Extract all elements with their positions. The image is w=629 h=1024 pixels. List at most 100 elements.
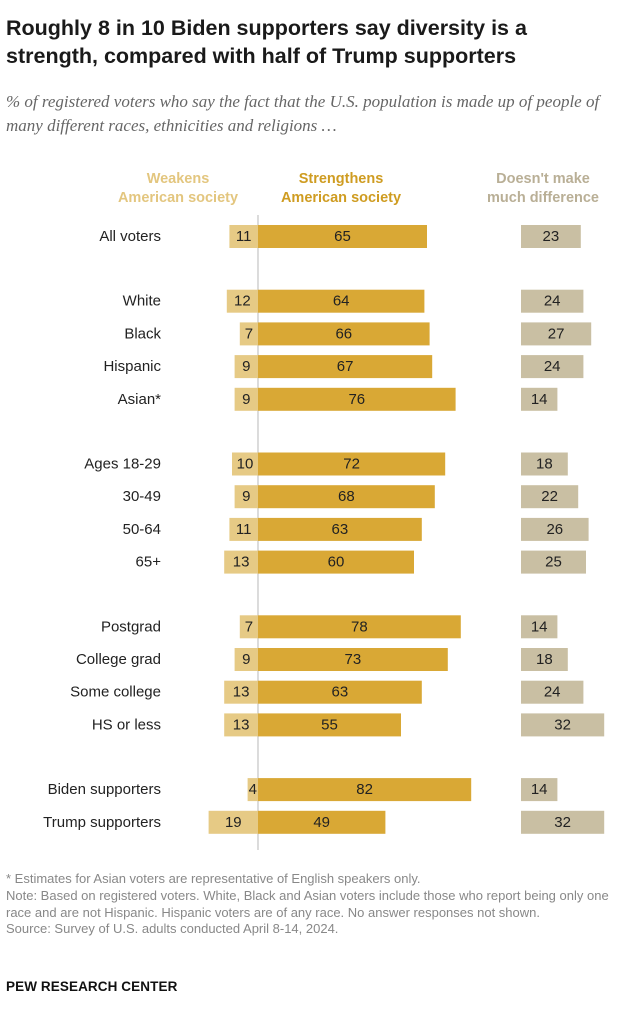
bar-weakens-black	[239, 322, 258, 346]
bar-strengthens-asian	[258, 387, 456, 411]
label-no-difference-some-college: 24	[544, 684, 561, 701]
label-no-difference-college-grad: 18	[536, 651, 553, 668]
label-strengthens-hs-or-less: 55	[321, 716, 338, 733]
diversity-bar-chart: All voters 11 65 23 White 12 64 24 Black 7 66 27 His…	[43, 215, 605, 850]
bar-weakens-white	[226, 289, 258, 313]
label-no-difference-asian: 14	[531, 391, 548, 408]
label-no-difference-hispanic: 24	[544, 358, 561, 375]
bar-no-difference-biden-supporters	[521, 778, 558, 802]
category-label-ages-18-29: Ages 18-29	[84, 456, 161, 473]
label-strengthens-65: 60	[328, 554, 345, 571]
bar-no-difference-65	[521, 550, 586, 574]
column-header-weakens-line1: Weakens	[146, 171, 210, 187]
bar-weakens-50-64	[229, 517, 258, 541]
label-no-difference-50-64: 26	[546, 521, 563, 538]
footnotes: * Estimates for Asian voters are represe…	[6, 871, 621, 938]
bar-no-difference-college-grad	[521, 648, 568, 671]
category-label-50-64: 50-64	[123, 521, 161, 538]
bar-strengthens-college-grad	[258, 648, 448, 671]
bar-no-difference-asian	[521, 387, 558, 411]
label-strengthens-trump-supporters: 49	[313, 814, 330, 831]
label-weakens-30-49: 9	[242, 488, 250, 505]
bar-weakens-college-grad	[234, 648, 258, 671]
chart-title: Roughly 8 in 10 Biden supporters say div…	[6, 16, 527, 68]
label-weakens-65: 13	[233, 554, 250, 571]
category-label-trump-supporters: Trump supporters	[43, 814, 161, 831]
bar-strengthens-some-college	[258, 680, 422, 704]
bar-weakens-all-voters	[229, 225, 258, 248]
category-label-30-49: 30-49	[123, 488, 161, 505]
label-weakens-trump-supporters: 19	[225, 814, 242, 831]
label-weakens-hispanic: 9	[242, 358, 250, 375]
column-header-strengthens-line2: American society	[280, 190, 402, 206]
bar-strengthens-postgrad	[258, 615, 461, 639]
bar-no-difference-postgrad	[521, 615, 558, 639]
bar-strengthens-65	[258, 550, 414, 574]
category-label-black: Black	[124, 325, 161, 342]
footnote-source: Source: Survey of U.S. adults conducted …	[6, 921, 339, 937]
bar-weakens-trump-supporters	[208, 810, 258, 834]
label-weakens-hs-or-less: 13	[233, 716, 250, 733]
label-strengthens-some-college: 63	[332, 684, 349, 701]
label-strengthens-50-64: 63	[332, 521, 349, 538]
bar-strengthens-trump-supporters	[258, 810, 386, 834]
bar-weakens-65	[224, 550, 258, 574]
category-label-biden-supporters: Biden supporters	[48, 781, 161, 798]
category-label-some-college: Some college	[70, 684, 161, 701]
bar-no-difference-50-64	[521, 517, 589, 541]
column-header-weakens: Weakens American society	[100, 170, 256, 208]
bar-no-difference-hispanic	[521, 355, 584, 379]
column-header-strengthens-line1: Strengthens	[298, 171, 384, 187]
bar-strengthens-ages-18-29	[258, 452, 446, 476]
bar-no-difference-30-49	[521, 485, 579, 509]
bar-strengthens-50-64	[258, 517, 422, 541]
label-weakens-black: 7	[245, 325, 253, 342]
category-label-postgrad: Postgrad	[101, 618, 161, 635]
label-no-difference-ages-18-29: 18	[536, 456, 553, 473]
label-strengthens-hispanic: 67	[337, 358, 354, 375]
label-no-difference-trump-supporters: 32	[554, 814, 571, 831]
category-label-hs-or-less: HS or less	[92, 716, 161, 733]
label-strengthens-asian: 76	[348, 391, 365, 408]
bar-no-difference-ages-18-29	[521, 452, 568, 476]
bar-weakens-some-college	[224, 680, 258, 704]
label-strengthens-all-voters: 65	[334, 228, 351, 245]
bar-strengthens-biden-supporters	[258, 778, 472, 802]
bar-no-difference-white	[521, 289, 584, 313]
label-no-difference-white: 24	[544, 293, 561, 310]
bar-strengthens-all-voters	[258, 225, 427, 248]
chart-subtitle: % of registered voters who say the fact …	[6, 92, 600, 135]
bar-weakens-biden-supporters	[247, 778, 258, 802]
category-label-college-grad: College grad	[76, 651, 161, 668]
bar-weakens-postgrad	[239, 615, 258, 639]
bar-strengthens-30-49	[258, 485, 435, 509]
label-strengthens-biden-supporters: 82	[356, 781, 373, 798]
label-no-difference-all-voters: 23	[543, 228, 560, 245]
bar-weakens-asian	[234, 387, 258, 411]
category-label-65: 65+	[136, 554, 162, 571]
category-label-white: White	[123, 293, 161, 310]
label-weakens-asian: 9	[242, 391, 250, 408]
pew-research-center-logo: PEW RESEARCH CENTER	[6, 979, 178, 994]
bar-weakens-hs-or-less	[224, 713, 258, 737]
category-label-all-voters: All voters	[99, 228, 161, 245]
label-strengthens-black: 66	[335, 325, 352, 342]
label-no-difference-postgrad: 14	[531, 618, 548, 635]
label-no-difference-65: 25	[545, 554, 562, 571]
label-weakens-biden-supporters: 4	[249, 781, 257, 798]
label-weakens-all-voters: 11	[236, 228, 252, 245]
bar-strengthens-hispanic	[258, 355, 433, 379]
category-label-asian: Asian*	[118, 391, 162, 408]
column-header-strengthens: Strengthens American society	[262, 170, 420, 208]
label-no-difference-biden-supporters: 14	[531, 781, 548, 798]
label-weakens-some-college: 13	[233, 684, 250, 701]
footnote-note: Note: Based on registered voters. White,…	[6, 887, 609, 920]
column-header-no-difference-line2: much difference	[487, 190, 599, 206]
label-weakens-college-grad: 9	[242, 651, 250, 668]
label-weakens-postgrad: 7	[245, 618, 253, 635]
label-strengthens-postgrad: 78	[351, 618, 368, 635]
bar-no-difference-some-college	[521, 680, 584, 704]
label-no-difference-30-49: 22	[541, 488, 558, 505]
label-strengthens-white: 64	[333, 293, 350, 310]
column-header-no-difference-line1: Doesn't make	[496, 171, 590, 187]
